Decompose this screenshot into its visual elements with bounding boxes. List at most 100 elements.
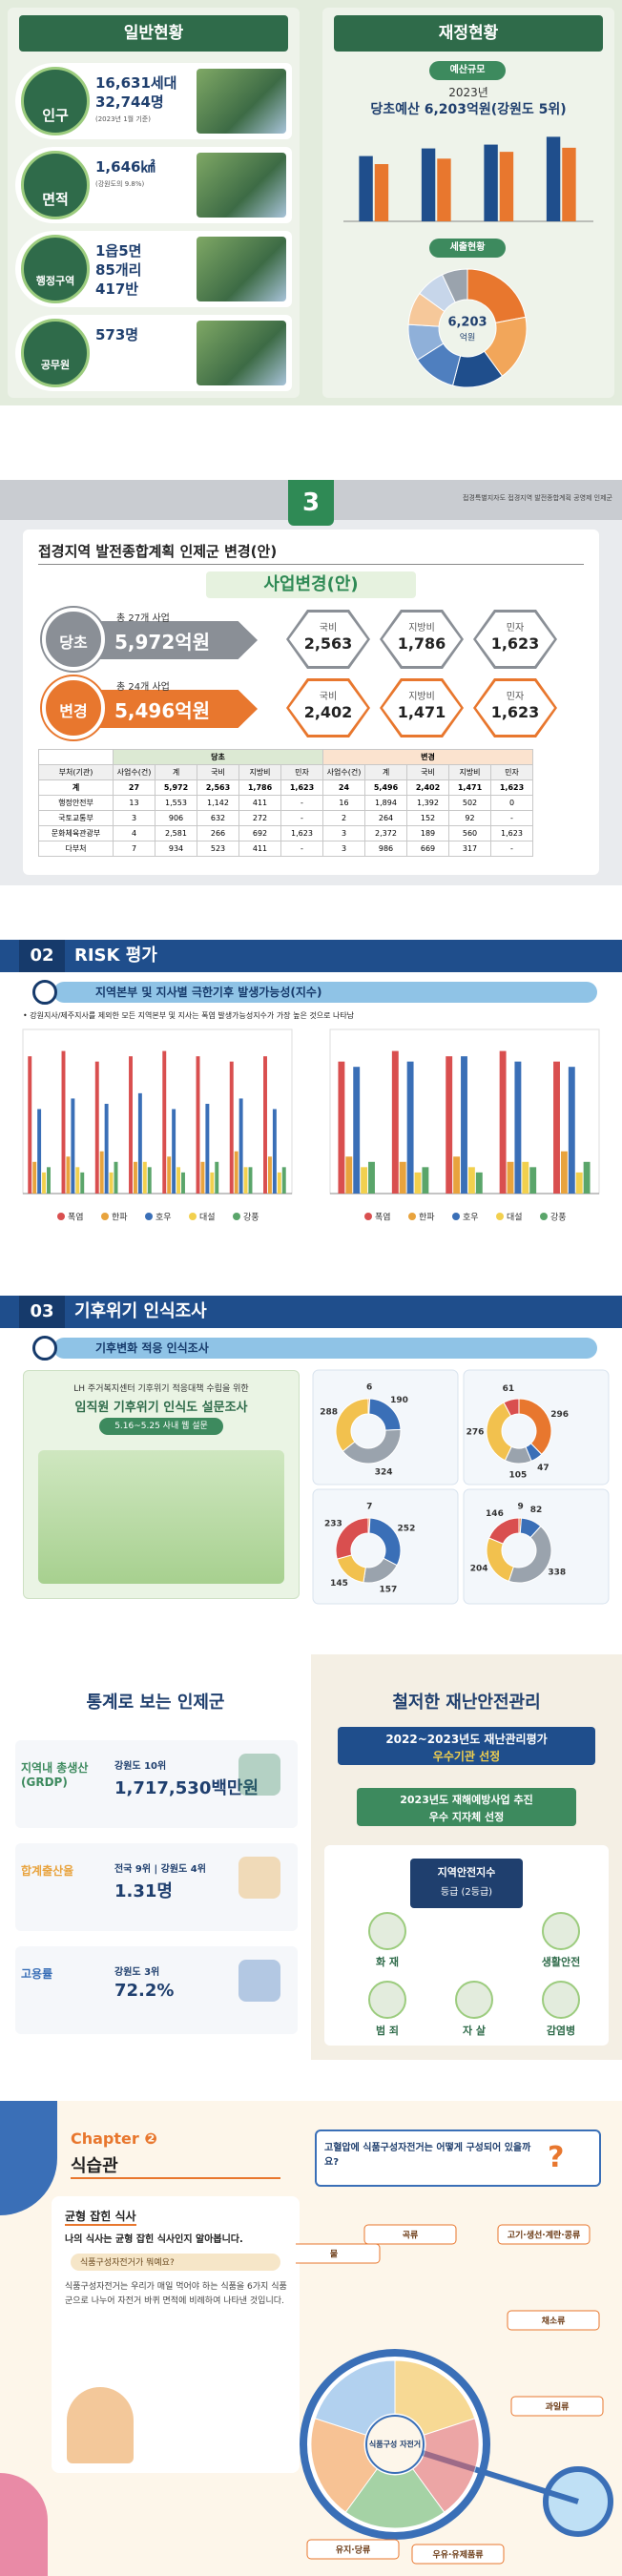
risk-bar (338, 1061, 345, 1194)
group-label: 물 (330, 2250, 338, 2260)
risk-bar (142, 1161, 147, 1194)
tbody: 당초 변경 부처(기관) 사업수(건) 계 국비 지방비 민자 사업수(건) 계 국비 지방비 민자 계 2… (38, 749, 533, 857)
risk-bar (248, 1167, 253, 1194)
risk-bar (104, 1103, 109, 1194)
risk-bar (28, 1056, 32, 1194)
table-cell: - (490, 810, 533, 826)
stat-rank: 전국 9위 | 강원도 4위 (114, 1864, 206, 1875)
risk-bar (422, 1167, 429, 1194)
legend-swatch (408, 1213, 416, 1220)
slice-label: 9 (518, 1503, 524, 1512)
risk-bar (475, 1172, 483, 1194)
risk-bar (37, 1109, 42, 1194)
slice-label: 145 (330, 1579, 348, 1589)
field-label: 자 살 (462, 2025, 487, 2037)
column-header: 계 (364, 764, 407, 780)
table-cell: 1,623 (490, 825, 533, 841)
header-row: 부처(기관) 사업수(건) 계 국비 지방비 민자 사업수(건) 계 국비 지방비 민자 (38, 764, 533, 780)
award2-box (357, 1788, 576, 1826)
stat-value: 32,744명 (95, 93, 164, 111)
risk-bar (42, 1172, 47, 1194)
risk-bar (453, 1156, 461, 1194)
field-icon (455, 1981, 493, 2019)
stat-value: 85개리 (95, 261, 142, 279)
legend-label: 폭염 (375, 1213, 391, 1223)
donut-slice (441, 268, 468, 303)
table-cell: 3 (322, 825, 365, 841)
table-cell: 906 (155, 810, 197, 826)
table-cell: - (280, 795, 323, 811)
bike-center: 식품구성 자전거 (369, 2440, 421, 2449)
group-tag (306, 2539, 400, 2560)
risk-bar (32, 1161, 37, 1194)
column-header: 국비 (197, 764, 239, 780)
plan-number: 3 (288, 480, 334, 526)
risk-bar (277, 1172, 281, 1194)
survey-subtitle: 기후변화 적응 인식조사 (95, 1341, 209, 1355)
table-cell: 934 (155, 841, 197, 857)
stat-block (15, 1946, 298, 2034)
table-cell: 다부처 (38, 841, 114, 857)
risk-bar (109, 1172, 114, 1194)
group-tag (497, 2224, 591, 2245)
risk-bar (66, 1156, 71, 1194)
stat-label: 인구 (42, 107, 69, 124)
risk-bar (560, 1151, 568, 1194)
risk-section: 02 RISK 평가 지역본부 및 지사별 극한기후 발생가능성(지수) • 강… (0, 926, 622, 1241)
field-label: 생활안전 (541, 1956, 581, 1968)
stat-value: 573명 (95, 326, 139, 343)
fund-hex-inner (476, 613, 554, 666)
risk-note: • 강원지사/제주지사를 제외한 모든 지역본부 및 지사는 폭염 발생가능성지… (23, 1011, 355, 1020)
table-cell: 266 (197, 825, 239, 841)
table-cell: 560 (448, 825, 491, 841)
column-header: 계 (155, 764, 197, 780)
stat-rank: 강원도 10위 (114, 1761, 167, 1772)
card-line2: 임직원 기후위기 인식도 설문조사 (74, 1401, 248, 1415)
stats-title: 통계로 보는 인제군 (86, 1693, 225, 1713)
question-pill (71, 2254, 280, 2271)
risk-bar (568, 1067, 575, 1194)
group-label: 유지·당류 (336, 2545, 371, 2556)
stat-label: 행정구역 (35, 275, 75, 287)
risk-bar (167, 1156, 172, 1194)
plan-header-note: 접경특별지자도 접경지역 발전종합계획 공영제 인제군 (462, 494, 612, 502)
card-period: 5.16~5.25 사내 웹 설문 (99, 1418, 223, 1435)
field-icon (542, 1912, 580, 1950)
risk-bar (200, 1161, 205, 1194)
group-header: 변경 (322, 749, 533, 765)
table-cell: 5,972 (155, 779, 197, 796)
award2: 2023년도 재해예방사업 추진 (400, 1794, 533, 1806)
stat-photo (197, 69, 286, 134)
risk-bar (345, 1156, 353, 1194)
field-icon (368, 1981, 406, 2019)
risk-bar (210, 1172, 215, 1194)
risk-bar (361, 1167, 368, 1194)
legend-label: 한파 (419, 1213, 435, 1223)
diet-question: 식품구성자전거가 뭐예요? (80, 2258, 175, 2268)
title-rule (71, 2177, 280, 2179)
risk-bar (234, 1151, 238, 1194)
table-cell: 2 (322, 810, 365, 826)
fund-name: 민자 (506, 623, 525, 634)
budget-bar (374, 164, 389, 221)
group-label: 곡류 (403, 2231, 419, 2241)
group-row: 당초 변경 (38, 749, 533, 765)
table-row: 다부처 7 934 523 411-3 986 669 317- (38, 841, 533, 857)
group-label: 채소류 (542, 2316, 566, 2327)
column-header: 지방비 (238, 764, 281, 780)
field-icon (368, 1912, 406, 1950)
table-row: 계 27 5,972 2,563 1,786 1,623 24 5,496 2,402 1,471… (38, 779, 533, 796)
table-cell: 5,496 (364, 779, 407, 796)
slice-label: 276 (466, 1428, 485, 1438)
slice-label: 204 (470, 1565, 488, 1574)
row-amount: 5,972억원 (114, 631, 211, 654)
slice-label: 6 (366, 1383, 372, 1393)
stat-rank: 강원도 3위 (114, 1967, 160, 1978)
fund-name: 지방비 (408, 623, 435, 634)
budget-bar (359, 156, 373, 221)
table-cell: 0 (490, 795, 533, 811)
slice-label: 296 (550, 1410, 569, 1420)
legend-swatch (540, 1213, 548, 1220)
row-arrow (95, 690, 258, 728)
